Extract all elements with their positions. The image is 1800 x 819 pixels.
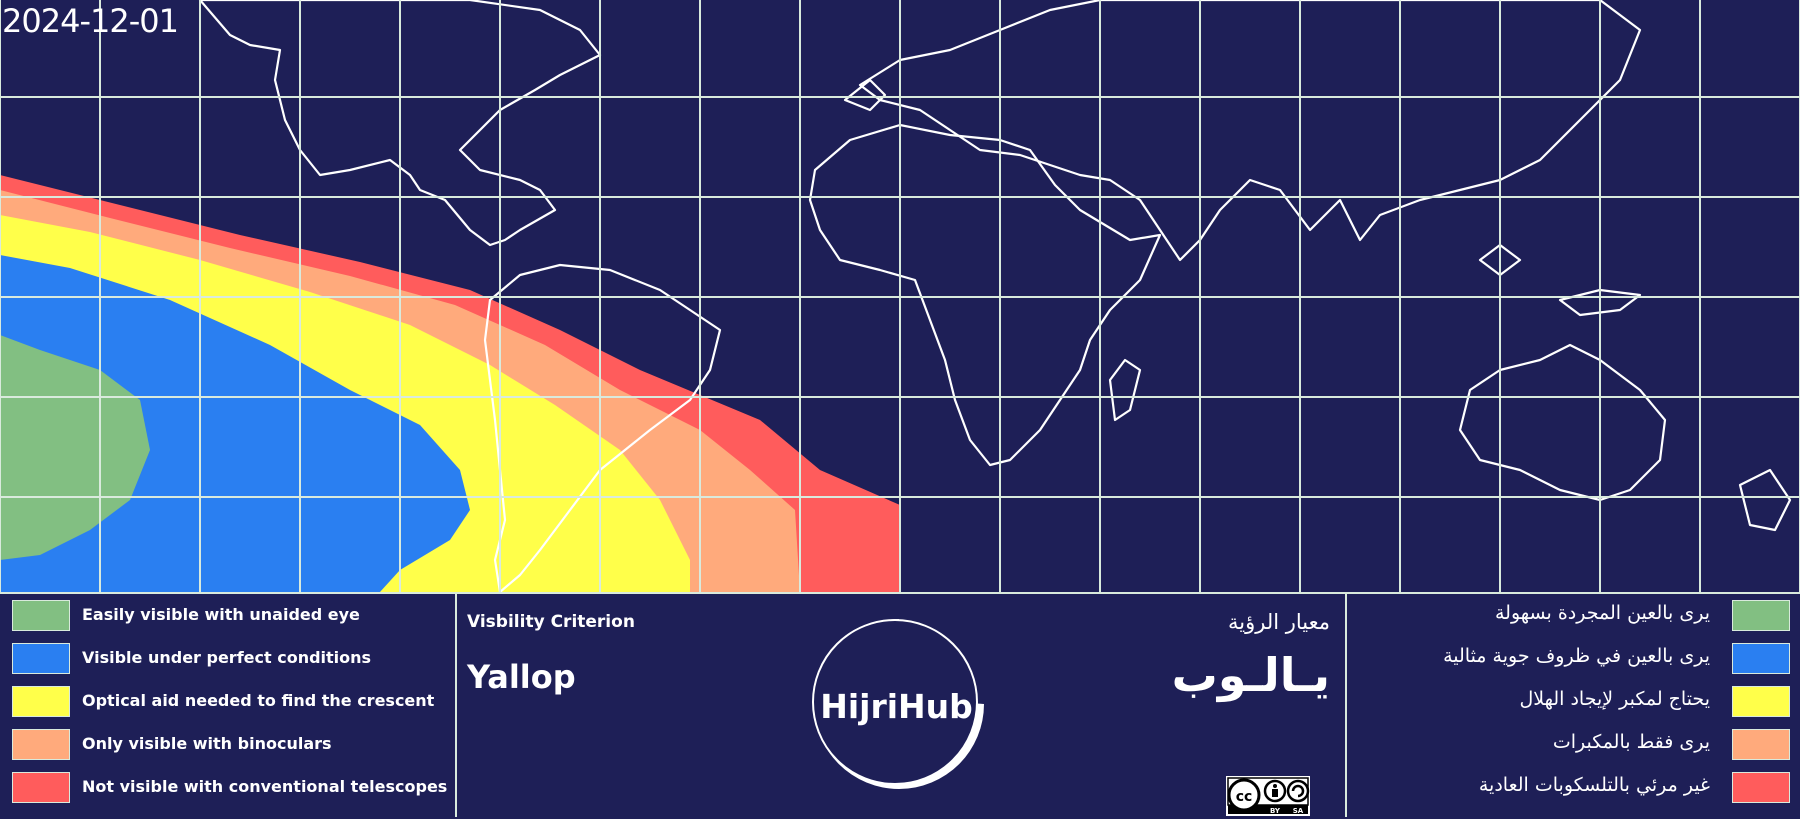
legend-ar-swatch	[1732, 772, 1790, 803]
legend-ar-row: يحتاج لمكبر لإيجاد الهلال	[1347, 686, 1800, 726]
criterion-panel: Visbility Criterion Yallop معيار الرؤية …	[455, 594, 1342, 817]
svg-text:SA: SA	[1293, 807, 1304, 815]
australia-outline	[1458, 343, 1667, 502]
new-zealand-outline	[1738, 468, 1792, 532]
legend-ar-swatch	[1732, 729, 1790, 760]
continent-outlines	[198, 0, 1792, 592]
criterion-label-ar: معيار الرؤية	[1228, 610, 1330, 634]
legend-en-label: Easily visible with unaided eye	[82, 605, 360, 624]
legend-en-swatch	[12, 643, 70, 674]
legend-english: Easily visible with unaided eye Visible u…	[0, 594, 452, 817]
north-america-outline	[198, 0, 602, 247]
legend-ar-label: يرى فقط بالمكبرات	[1552, 731, 1710, 753]
criterion-name-en: Yallop	[467, 658, 576, 696]
madagascar-outline	[1108, 358, 1142, 422]
svg-text:cc: cc	[1236, 789, 1253, 805]
legend-ar-label: يرى بالعين في ظروف جوية مثالية	[1443, 645, 1710, 667]
legend-arabic: يرى بالعين المجردة بسهولة يرى بالعين في ظ…	[1345, 594, 1800, 817]
legend-en-row: Only visible with binoculars	[0, 729, 452, 769]
south-america-outline	[483, 263, 722, 592]
cc-icon	[1227, 778, 1261, 812]
criterion-label-en: Visbility Criterion	[467, 612, 635, 632]
legend-ar-label: يرى بالعين المجردة بسهولة	[1495, 602, 1710, 624]
legend-ar-swatch	[1732, 686, 1790, 717]
criterion-name-ar: يـالـوب	[1171, 648, 1330, 702]
borneo-outline	[1478, 243, 1522, 277]
legend-en-row: Easily visible with unaided eye	[0, 600, 452, 640]
legend-en-row: Optical aid needed to find the crescent	[0, 686, 452, 726]
legend-en-swatch	[12, 729, 70, 760]
footer-panel: Easily visible with unaided eye Visible u…	[0, 592, 1800, 819]
legend-ar-label: غير مرئي بالتلسكوبات العادية	[1478, 774, 1710, 796]
legend-en-swatch	[12, 600, 70, 631]
svg-text:BY: BY	[1270, 807, 1281, 815]
legend-ar-label: يحتاج لمكبر لإيجاد الهلال	[1519, 688, 1710, 710]
world-map	[0, 0, 1800, 592]
legend-ar-row: غير مرئي بالتلسكوبات العادية	[1347, 772, 1800, 812]
british-isles-outline	[843, 78, 887, 112]
zone-easily-visible	[0, 335, 150, 560]
graticule-grid	[0, 0, 1800, 592]
legend-en-label: Only visible with binoculars	[82, 734, 332, 753]
legend-en-label: Not visible with conventional telescopes	[82, 777, 448, 796]
legend-ar-swatch	[1732, 600, 1790, 631]
crescent-logo-icon	[812, 619, 984, 789]
legend-en-row: Visible under perfect conditions	[0, 643, 452, 683]
africa-outline	[808, 123, 1162, 467]
legend-en-row: Not visible with conventional telescopes	[0, 772, 452, 812]
legend-ar-row: يرى بالعين في ظروف جوية مثالية	[1347, 643, 1800, 683]
legend-en-label: Optical aid needed to find the crescent	[82, 691, 435, 710]
indonesia-outline	[1558, 288, 1642, 317]
legend-ar-row: يرى بالعين المجردة بسهولة	[1347, 600, 1800, 640]
sa-icon	[1286, 779, 1310, 803]
visibility-zones	[0, 175, 900, 592]
eurasia-outline	[858, 0, 1642, 262]
legend-en-swatch	[12, 686, 70, 717]
logo-text: HijriHub	[820, 687, 973, 726]
date-label: 2024-12-01	[2, 2, 179, 40]
legend-ar-row: يرى فقط بالمكبرات	[1347, 729, 1800, 769]
cc-by-sa-license-icon: cc BY SA	[1226, 776, 1310, 816]
legend-en-label: Visible under perfect conditions	[82, 648, 372, 667]
legend-en-swatch	[12, 772, 70, 803]
legend-ar-swatch	[1732, 643, 1790, 674]
